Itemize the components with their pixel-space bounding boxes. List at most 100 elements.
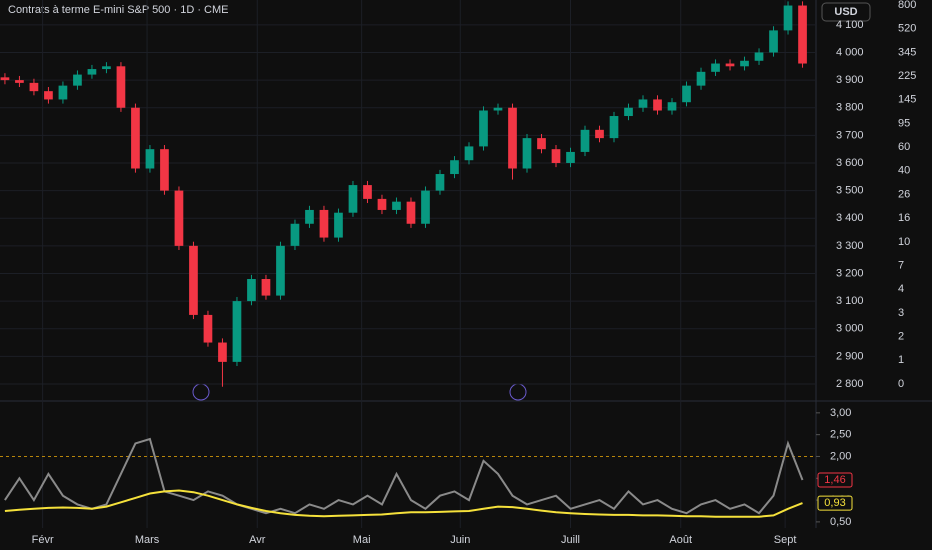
candle-body [725, 63, 735, 67]
y-tick-label: 2,50 [830, 429, 851, 441]
candle-body [508, 107, 517, 169]
series-line [4, 437, 804, 515]
y2-tick-label: 95 [898, 117, 910, 129]
y2-tick-label: 225 [898, 70, 916, 82]
y2-tick-label: 60 [898, 141, 910, 153]
y2-tick-label: 40 [898, 165, 910, 177]
candle-body [218, 342, 227, 362]
y-tick-label: 4 000 [836, 46, 864, 58]
y-tick-label: 3 400 [836, 212, 864, 224]
y2-tick-label: 800 [898, 0, 916, 11]
x-tick-label: Févr [32, 534, 54, 546]
currency[interactable]: USD [834, 6, 857, 18]
y-tick-label: 2 800 [836, 378, 864, 390]
candle-body [696, 71, 706, 86]
candle-body [348, 185, 358, 213]
y2-tick-label: 520 [898, 23, 916, 35]
y2-tick-label: 345 [898, 46, 916, 58]
candle-body [479, 110, 488, 147]
candle-body [609, 116, 619, 139]
candle-body [392, 201, 401, 210]
y-tick-label: 3 500 [836, 185, 864, 197]
x-tick-label: Juin [450, 534, 470, 546]
x-tick-label: Avr [249, 534, 266, 546]
candle-body [73, 74, 82, 86]
candle-body [377, 198, 387, 210]
last-value-badge [817, 495, 853, 511]
chart-title: Contrats à terme E-mini S&P 500 · 1D · C… [8, 4, 228, 16]
candle-body [319, 209, 329, 238]
candle-body [189, 245, 198, 315]
candle-body [754, 52, 764, 61]
candle-body [131, 107, 140, 169]
candle-body [116, 66, 126, 108]
y2-tick-label: 16 [898, 212, 910, 224]
candle-body [406, 201, 416, 224]
y-tick-label: 3 900 [836, 74, 864, 86]
candle-body [174, 190, 184, 246]
y-tick-label: 3 600 [836, 157, 864, 169]
y-tick-label: 0,50 [830, 516, 851, 528]
y2-tick-label: 145 [898, 94, 916, 106]
candle-body [638, 99, 648, 108]
candle-body [450, 160, 459, 175]
y-tick-label: 3 000 [836, 323, 864, 335]
candle-body [566, 151, 575, 163]
candle-body [363, 185, 372, 199]
candle-body [798, 5, 807, 64]
candle-body [551, 149, 561, 163]
candle-body [783, 5, 793, 31]
candle-body [595, 129, 604, 139]
candle-body [15, 80, 24, 83]
candle-body [160, 149, 169, 191]
y2-tick-label: 2 [898, 331, 904, 343]
y2-tick-label: 3 [898, 307, 904, 319]
y2-tick-label: 0 [898, 378, 904, 390]
y2-tick-label: 1 [898, 354, 904, 366]
x-tick-label: Août [669, 534, 692, 546]
y2-tick-label: 4 [898, 283, 904, 295]
candle-body [653, 99, 662, 111]
y-tick-label: 2,00 [830, 450, 851, 462]
currency-button[interactable] [821, 2, 871, 22]
candle-body [290, 223, 300, 246]
y2-tick-label: 7 [898, 259, 904, 271]
last-value-label: 1,46 [824, 474, 845, 486]
candle-body [769, 30, 778, 53]
candle-body [667, 102, 677, 111]
candle-body [102, 66, 111, 70]
candle-body [305, 209, 314, 224]
x-tick-label: Mars [135, 534, 160, 546]
candle-body [537, 138, 546, 150]
candle-body [232, 301, 242, 362]
candle-body [247, 279, 256, 302]
candle-body [44, 91, 53, 100]
candle-body [29, 82, 39, 92]
y-tick-label: 2 900 [836, 350, 864, 362]
candle-body [276, 245, 285, 296]
candle-body [624, 107, 633, 117]
last-value-label: 0,93 [824, 497, 845, 509]
candle-body [682, 85, 691, 103]
y-tick-label: 4 100 [836, 19, 864, 31]
series-line [4, 489, 803, 518]
y-tick-label: 3 300 [836, 240, 864, 252]
x-tick-label: Sept [774, 534, 797, 546]
y-tick-label: 3,00 [830, 407, 851, 419]
candle-body [334, 212, 343, 238]
candle-body [87, 69, 97, 75]
candle-body [711, 63, 720, 72]
candle-body [58, 85, 68, 100]
candle-body [435, 174, 445, 191]
x-tick-label: Juill [561, 534, 580, 546]
last-value-badge [817, 472, 853, 488]
candle-body [261, 279, 271, 296]
candle-body [421, 190, 430, 224]
candle-body [464, 146, 474, 161]
x-tick-label: Mai [353, 534, 371, 546]
candle-body [493, 107, 503, 111]
candle-body [580, 129, 590, 152]
y2-tick-label: 26 [898, 188, 910, 200]
